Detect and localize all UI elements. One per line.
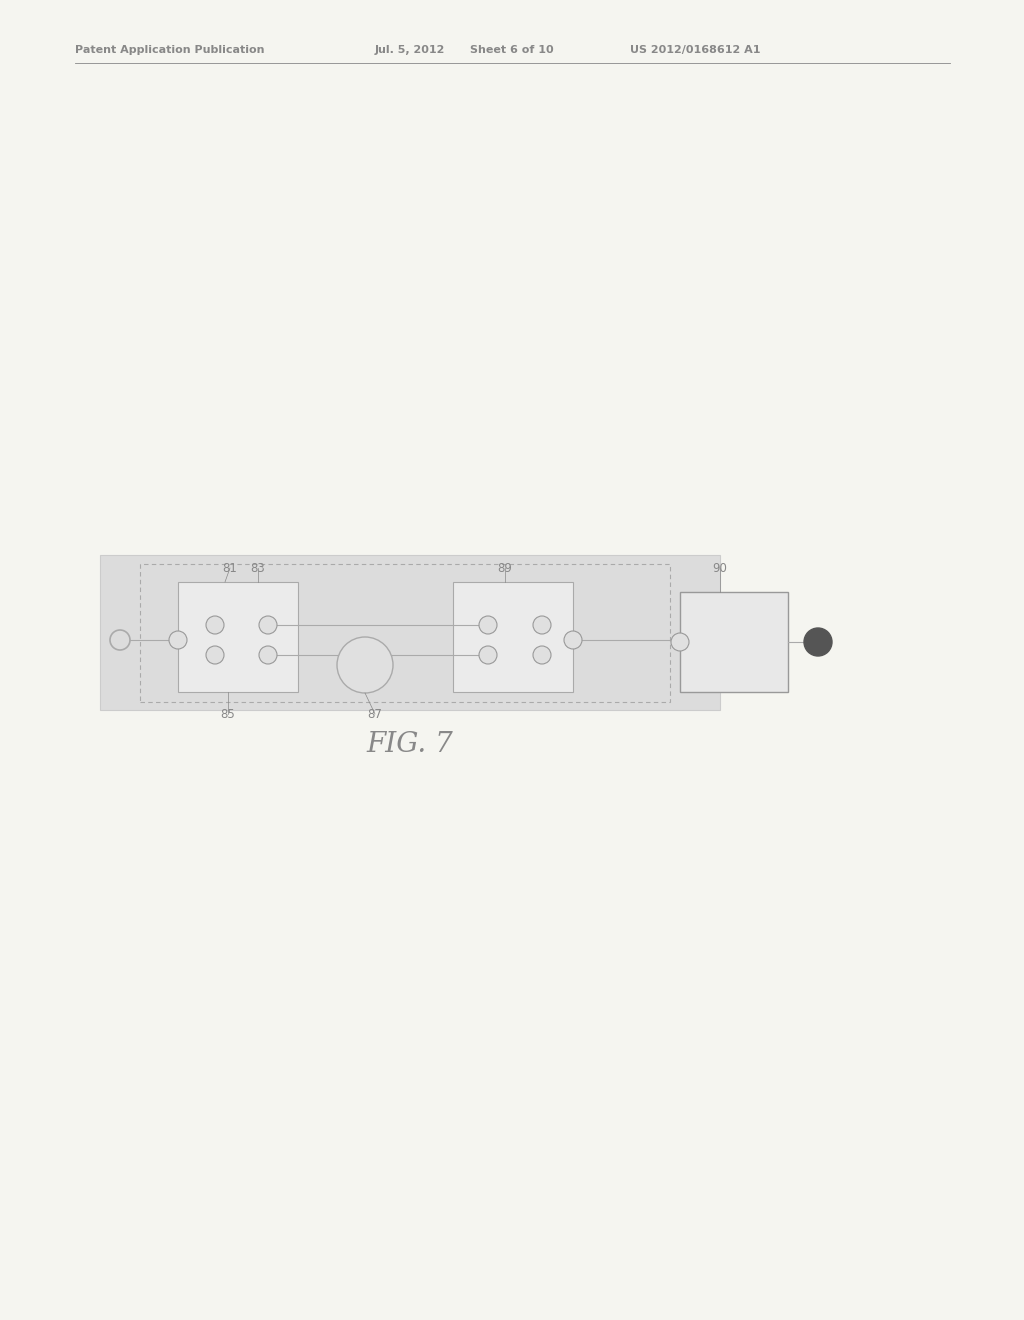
Circle shape: [259, 645, 278, 664]
Text: 87: 87: [368, 708, 382, 721]
Bar: [140, 564, 670, 702]
Circle shape: [259, 616, 278, 634]
Text: 89: 89: [498, 561, 512, 574]
Circle shape: [337, 638, 393, 693]
Text: 90: 90: [713, 561, 727, 574]
Text: Patent Application Publication: Patent Application Publication: [75, 45, 264, 55]
Text: 83: 83: [251, 561, 265, 574]
Bar: [178, 582, 298, 692]
Circle shape: [206, 645, 224, 664]
Circle shape: [564, 631, 582, 649]
Text: 81: 81: [222, 561, 238, 574]
Circle shape: [534, 645, 551, 664]
Circle shape: [671, 634, 689, 651]
Text: Sheet 6 of 10: Sheet 6 of 10: [470, 45, 554, 55]
Circle shape: [206, 616, 224, 634]
Text: US 2012/0168612 A1: US 2012/0168612 A1: [630, 45, 761, 55]
Text: 85: 85: [220, 708, 236, 721]
Circle shape: [804, 628, 831, 656]
Bar: [680, 591, 788, 692]
Circle shape: [479, 616, 497, 634]
Text: Jul. 5, 2012: Jul. 5, 2012: [375, 45, 445, 55]
Bar: [100, 554, 720, 710]
Bar: [453, 582, 573, 692]
Text: FIG. 7: FIG. 7: [367, 731, 454, 759]
Circle shape: [534, 616, 551, 634]
Circle shape: [169, 631, 187, 649]
Circle shape: [479, 645, 497, 664]
